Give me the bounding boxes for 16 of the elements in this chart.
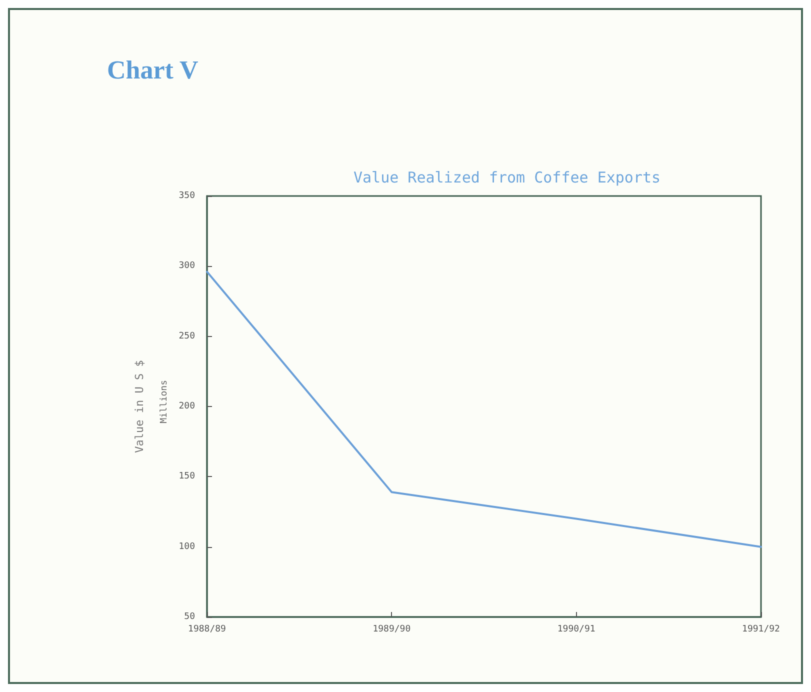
y-axis-title: Value in U S $ <box>133 360 146 453</box>
y-tick-label: 50 <box>184 612 195 622</box>
x-tick-label: 1990/91 <box>557 624 596 634</box>
y-tick-label: 300 <box>178 261 195 272</box>
chart-title: Chart V <box>107 56 198 84</box>
text: Millions <box>160 380 170 424</box>
y-tick-label: 100 <box>178 542 195 552</box>
y-tick-label: 200 <box>178 402 195 412</box>
x-tick-label: 1988/89 <box>188 624 226 634</box>
line-series <box>206 270 762 548</box>
x-tick-label: 1991/92 <box>742 624 780 634</box>
y-tick-label: 250 <box>178 331 195 342</box>
chart-subtitle: Value Realized from Coffee Exports <box>353 168 661 186</box>
x-tick-label: 1989/90 <box>372 624 411 634</box>
y-tick-label: 150 <box>178 472 195 482</box>
y-tick-label: 350 <box>178 191 195 201</box>
